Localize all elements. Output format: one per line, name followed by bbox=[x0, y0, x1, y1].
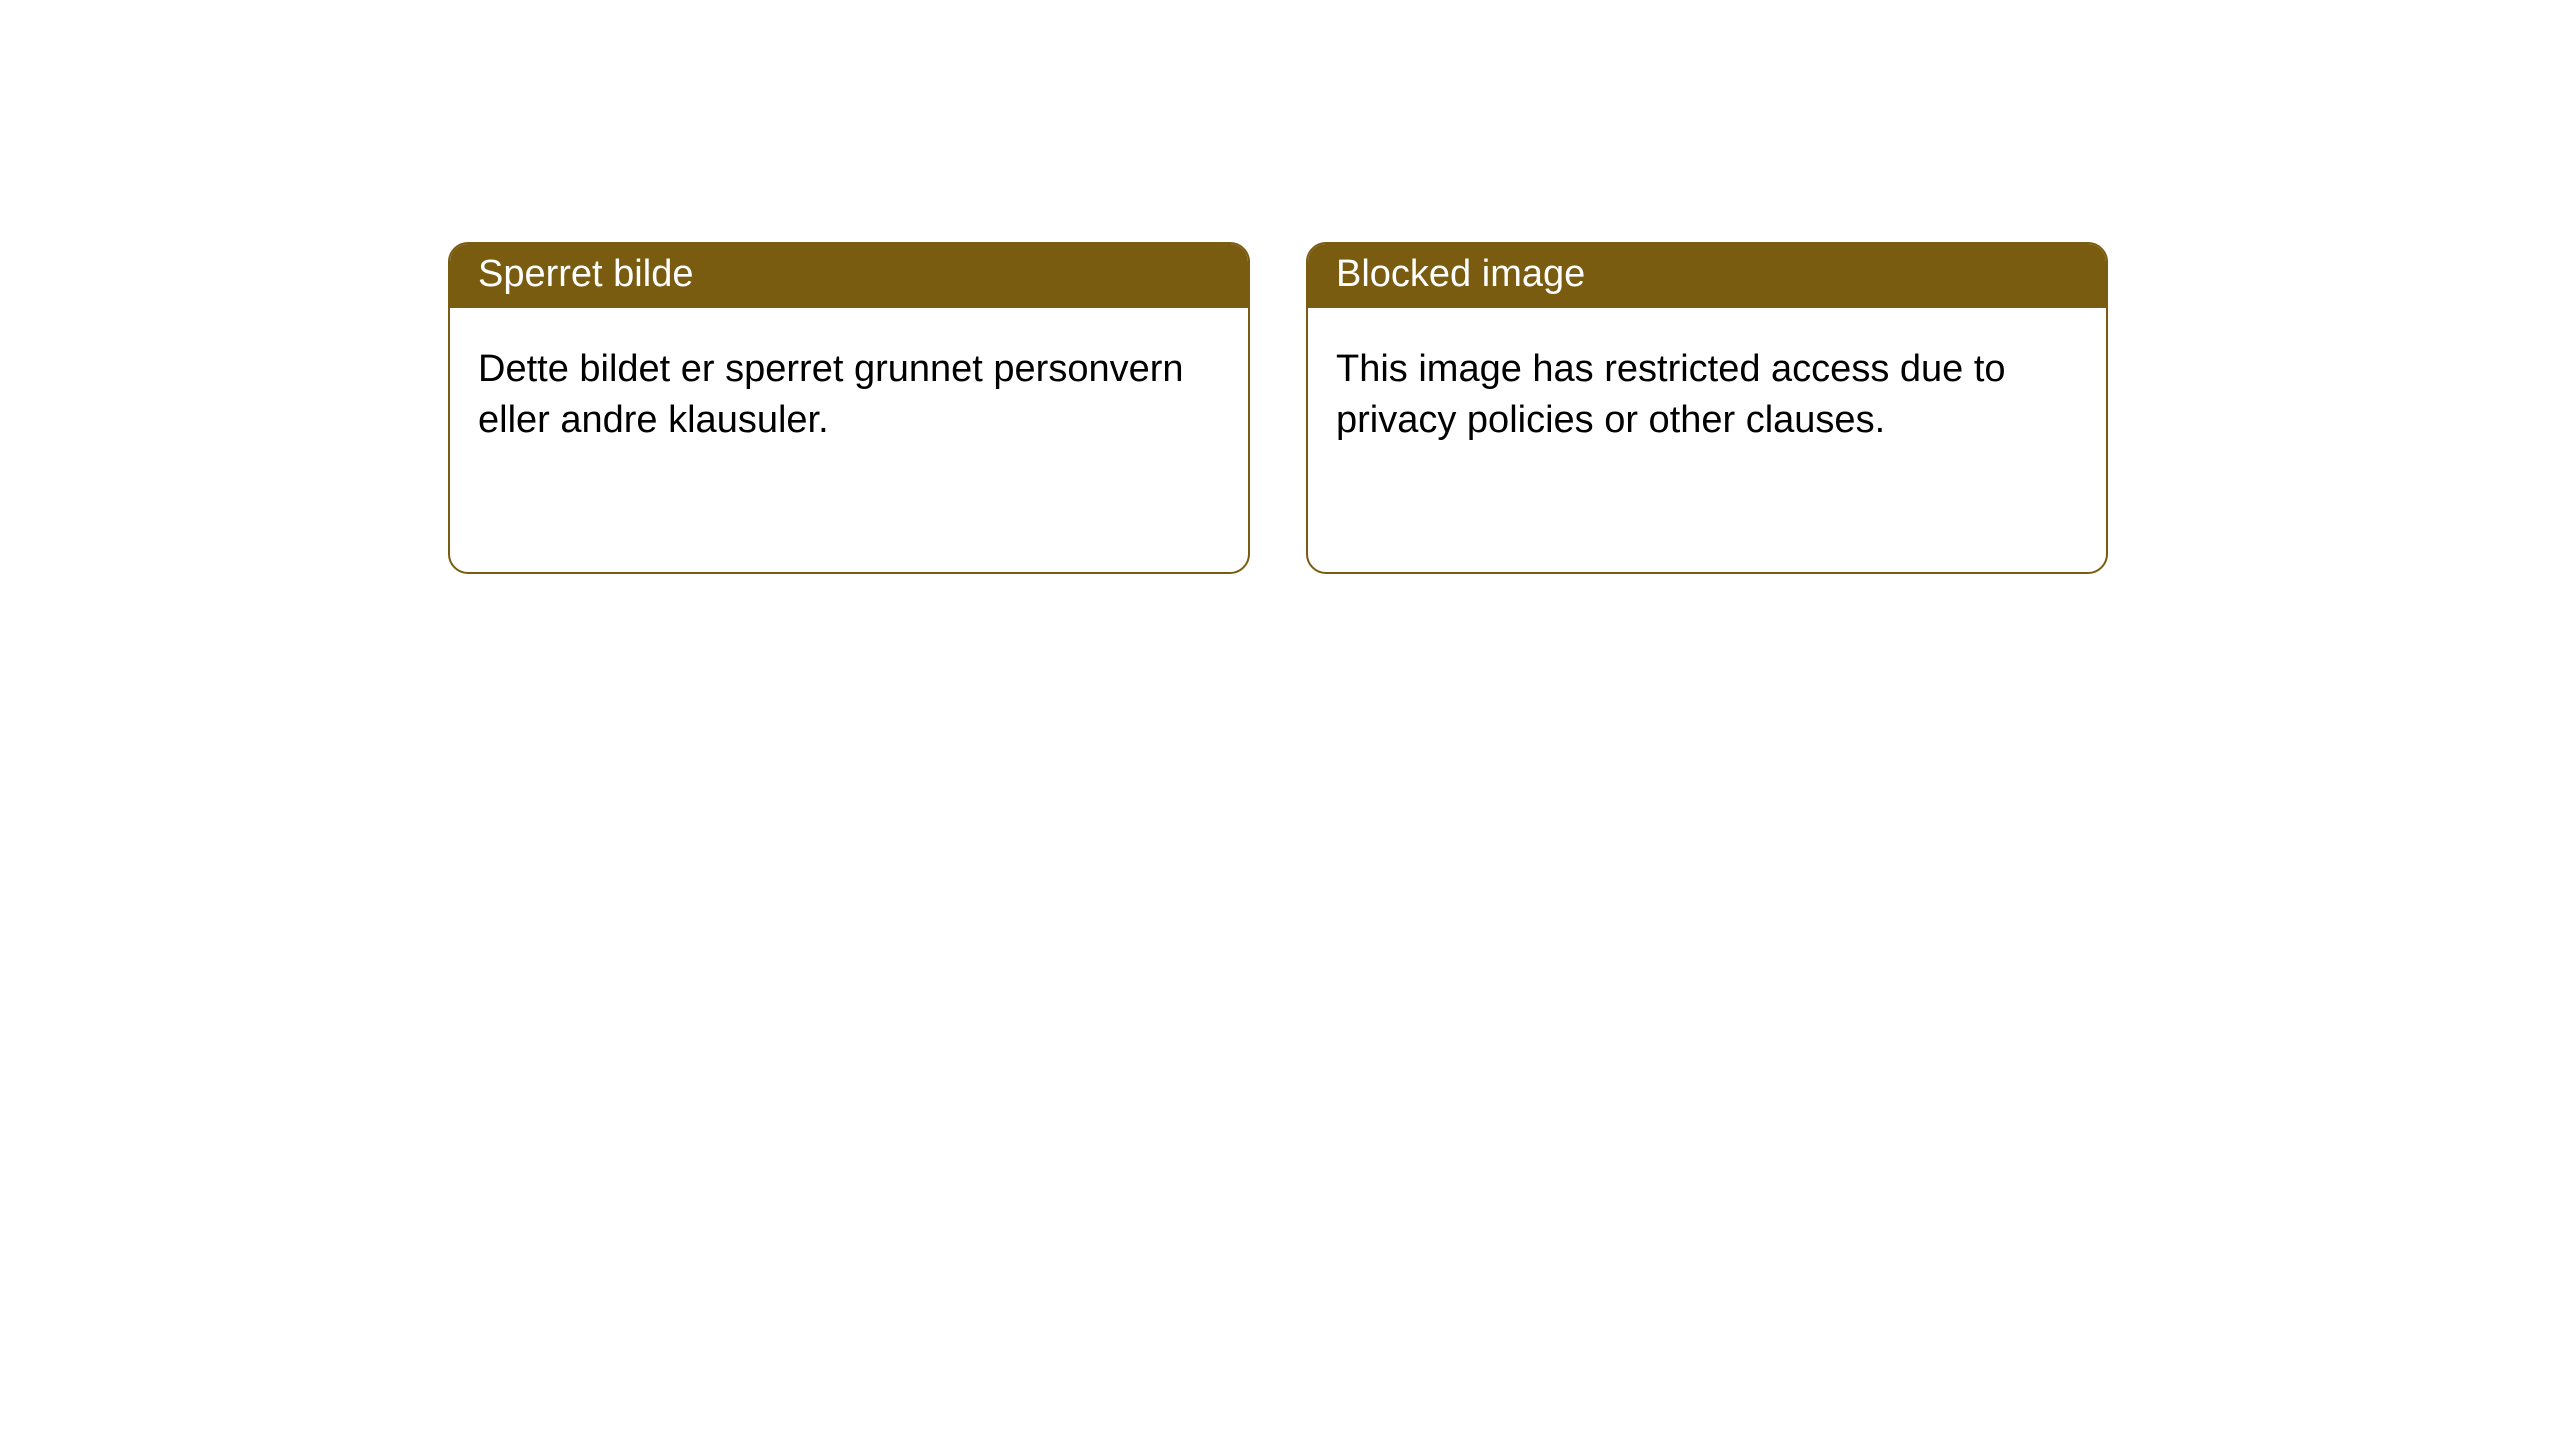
notice-card-body: Dette bildet er sperret grunnet personve… bbox=[450, 308, 1248, 475]
notice-card-title: Sperret bilde bbox=[450, 244, 1248, 308]
notice-container: Sperret bilde Dette bildet er sperret gr… bbox=[0, 0, 2560, 574]
notice-card-title: Blocked image bbox=[1308, 244, 2106, 308]
notice-card-english: Blocked image This image has restricted … bbox=[1306, 242, 2108, 574]
notice-card-norwegian: Sperret bilde Dette bildet er sperret gr… bbox=[448, 242, 1250, 574]
notice-card-body: This image has restricted access due to … bbox=[1308, 308, 2106, 475]
